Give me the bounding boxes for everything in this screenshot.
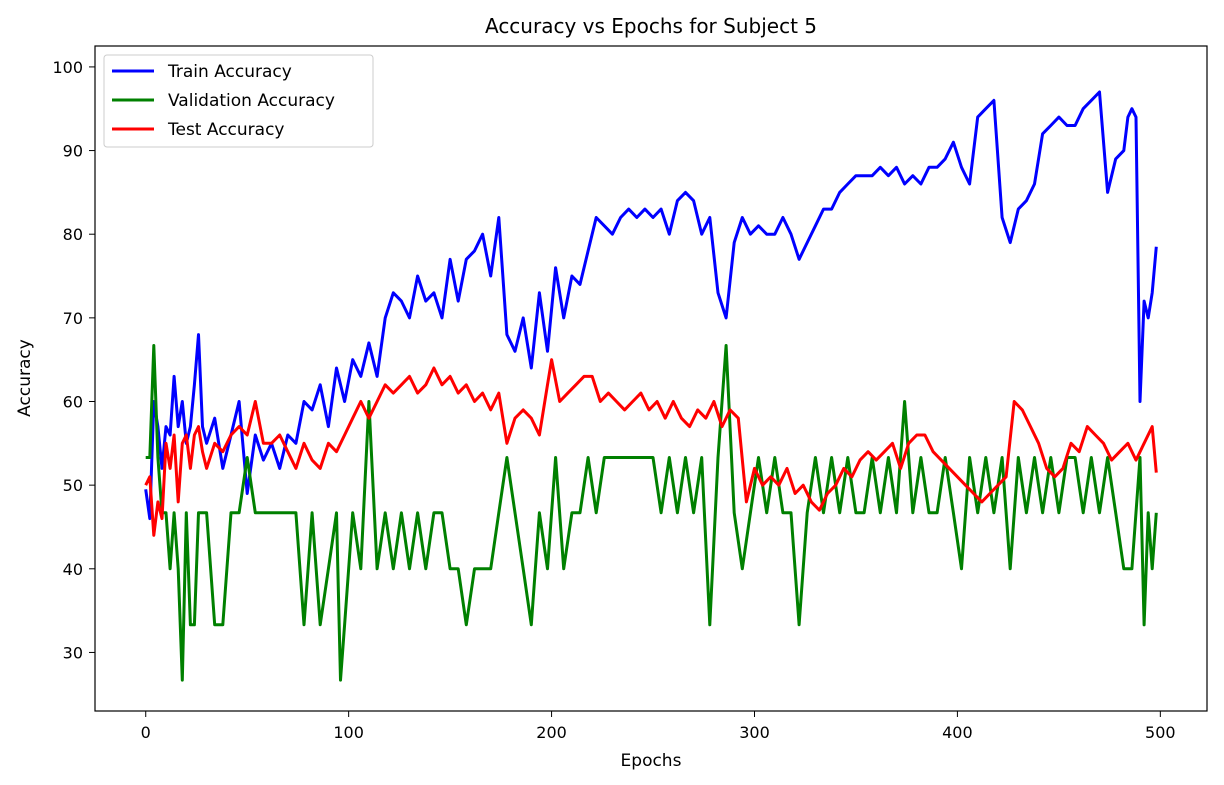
legend: Train Accuracy Validation Accuracy Test …: [103, 54, 374, 148]
plot-lines: [144, 90, 1158, 682]
x-tick-label: 400: [942, 723, 973, 742]
x-axis-ticks: 0 100 200 300 400 500: [141, 711, 1176, 742]
y-tick-label: 60: [63, 393, 83, 412]
legend-label-validation: Validation Accuracy: [168, 91, 335, 111]
plot-frame: [94, 45, 1208, 712]
y-axis-ticks: 30 40 50 60 70 80 90 100: [52, 58, 95, 662]
y-tick-label: 30: [63, 643, 83, 662]
legend-label-test: Test Accuracy: [167, 120, 285, 140]
series-line-validation-accuracy: [145, 344, 1158, 682]
y-tick-label: 100: [52, 58, 83, 77]
legend-box: [103, 54, 374, 148]
x-tick-label: 200: [536, 723, 567, 742]
x-axis-label: Epochs: [621, 751, 682, 771]
x-tick-label: 300: [739, 723, 770, 742]
y-tick-label: 40: [63, 560, 83, 579]
x-tick-label: 100: [333, 723, 364, 742]
y-tick-label: 50: [63, 476, 83, 495]
chart-title: Accuracy vs Epochs for Subject 5: [485, 14, 817, 38]
y-tick-label: 70: [63, 309, 83, 328]
series-line-test-accuracy: [144, 358, 1158, 537]
x-tick-label: 0: [141, 723, 151, 742]
series-line-train-accuracy: [144, 90, 1158, 521]
y-tick-label: 80: [63, 225, 83, 244]
y-tick-label: 90: [63, 142, 83, 161]
y-axis-label: Accuracy: [15, 339, 35, 417]
x-tick-label: 500: [1145, 723, 1176, 742]
legend-label-train: Train Accuracy: [167, 62, 292, 82]
